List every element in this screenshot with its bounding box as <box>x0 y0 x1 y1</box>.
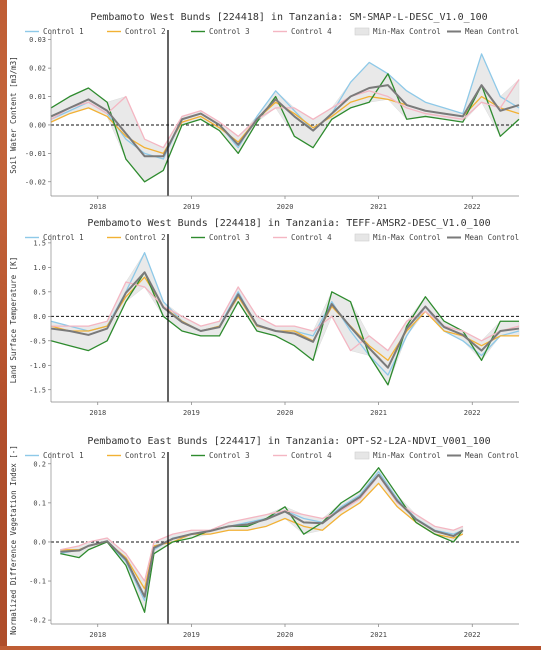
legend-label: Control 4 <box>291 233 332 242</box>
x-tick-label: 2021 <box>370 203 387 211</box>
legend-entry: Control 1 <box>25 451 84 460</box>
y-tick-label: 0.2 <box>33 460 46 468</box>
legend-label: Control 1 <box>43 451 84 460</box>
chart-figure: Pembamoto West Bunds [224418] in Tanzani… <box>7 0 541 646</box>
legend-label: Control 2 <box>125 233 166 242</box>
x-tick-label: 2019 <box>183 203 200 211</box>
legend-entry: Min-Max Control <box>354 27 441 36</box>
legend-entry: Control 2 <box>107 27 166 36</box>
legend-label: Min-Max Control <box>373 451 441 460</box>
series-line-mean-control <box>50 84 520 158</box>
x-tick-label: 2022 <box>464 203 481 211</box>
x-tick-label: 2022 <box>464 631 481 639</box>
legend-entry: Control 3 <box>191 451 250 460</box>
legend-entry: Control 3 <box>191 27 250 36</box>
legend-entry: Control 4 <box>273 27 332 36</box>
legend-label: Control 2 <box>125 451 166 460</box>
y-tick-label: 1.0 <box>33 264 46 272</box>
legend-label: Min-Max Control <box>373 27 441 36</box>
chart-panel-3: Pembamoto East Bunds [224417] in Tanzani… <box>9 436 519 639</box>
series-line-control-1 <box>60 470 464 602</box>
legend-label: Control 3 <box>209 27 250 36</box>
legend-label: Control 4 <box>291 451 332 460</box>
y-tick-label: -0.2 <box>29 617 46 625</box>
y-tick-label: 0.03 <box>29 36 46 44</box>
legend-label: Mean Control <box>465 233 519 242</box>
legend-entry: Control 4 <box>273 451 332 460</box>
legend-label: Control 3 <box>209 233 250 242</box>
legend-entry: Control 4 <box>273 233 332 242</box>
series-line-mean-control <box>60 473 464 598</box>
x-tick-label: 2018 <box>89 631 106 639</box>
y-tick-label: 1.5 <box>33 239 46 247</box>
chart-title: Pembamoto West Bunds [224418] in Tanzani… <box>90 12 487 23</box>
series-line-control-2 <box>50 276 519 362</box>
legend-entry: Control 1 <box>25 27 84 36</box>
legend-entry: Mean Control <box>447 451 519 460</box>
legend-entry: Mean Control <box>447 233 519 242</box>
y-tick-label: -0.5 <box>29 337 46 345</box>
legend-entry: Min-Max Control <box>354 233 441 242</box>
series-line-control-3 <box>50 73 520 183</box>
legend-label: Control 4 <box>291 27 332 36</box>
y-tick-label: 0.1 <box>33 499 46 507</box>
y-tick-label: 0.0 <box>33 313 46 321</box>
x-tick-label: 2022 <box>464 409 481 417</box>
y-tick-label: -0.1 <box>29 578 46 586</box>
y-axis-label: Land Surface Temperature [K] <box>9 257 18 383</box>
x-tick-label: 2019 <box>183 409 200 417</box>
series-line-control-1 <box>50 252 520 376</box>
y-tick-label: -0.02 <box>25 178 46 186</box>
y-axis-label: Normalized Difference Vegetation Index [… <box>9 445 18 635</box>
legend-entry: Mean Control <box>447 27 519 36</box>
legend-label: Mean Control <box>465 451 519 460</box>
legend-label: Control 1 <box>43 233 84 242</box>
y-tick-label: 0.02 <box>29 65 46 73</box>
series-line-mean-control <box>50 271 520 369</box>
x-tick-label: 2020 <box>277 631 294 639</box>
legend-label: Control 3 <box>209 451 250 460</box>
y-tick-label: -1.5 <box>29 386 46 394</box>
y-tick-label: 0.00 <box>29 121 46 129</box>
legend-label: Mean Control <box>465 27 519 36</box>
legend-swatch <box>354 27 370 36</box>
chart-canvas: Pembamoto West Bunds [224418] in Tanzani… <box>9 12 520 639</box>
x-tick-label: 2021 <box>370 409 387 417</box>
chart-title: Pembamoto East Bunds [224417] in Tanzani… <box>87 436 490 447</box>
y-tick-label: 0.01 <box>29 93 46 101</box>
y-tick-label: 0.0 <box>33 538 46 546</box>
legend-swatch <box>354 451 370 460</box>
chart-title: Pembamoto West Bunds [224418] in Tanzani… <box>87 218 490 229</box>
y-tick-label: -1.0 <box>29 362 46 370</box>
legend-label: Min-Max Control <box>373 233 441 242</box>
x-tick-label: 2020 <box>277 203 294 211</box>
series-line-control-2 <box>60 482 464 590</box>
legend-entry: Control 2 <box>107 233 166 242</box>
x-tick-label: 2021 <box>370 631 387 639</box>
x-tick-label: 2018 <box>89 203 106 211</box>
legend-entry: Control 2 <box>107 451 166 460</box>
y-tick-label: 0.5 <box>33 288 46 296</box>
series-line-control-1 <box>50 53 520 160</box>
min-max-band <box>50 252 520 386</box>
legend-label: Control 2 <box>125 27 166 36</box>
chart-panel-2: Pembamoto West Bunds [224418] in Tanzani… <box>9 218 520 417</box>
x-tick-label: 2018 <box>89 409 106 417</box>
x-tick-label: 2020 <box>277 409 294 417</box>
legend-swatch <box>354 233 370 242</box>
legend-entry: Control 3 <box>191 233 250 242</box>
series-line-control-3 <box>50 271 519 386</box>
series-line-control-3 <box>60 467 464 613</box>
legend-entry: Min-Max Control <box>354 451 441 460</box>
chart-panel-1: Pembamoto West Bunds [224418] in Tanzani… <box>9 12 520 211</box>
y-tick-label: -0.01 <box>25 150 46 158</box>
x-tick-label: 2019 <box>183 631 200 639</box>
y-axis-label: Soil Water Content [m3/m3] <box>9 56 18 173</box>
legend-label: Control 1 <box>43 27 84 36</box>
legend-entry: Control 1 <box>25 233 84 242</box>
min-max-band <box>60 467 464 614</box>
series-line-control-4 <box>60 474 464 582</box>
